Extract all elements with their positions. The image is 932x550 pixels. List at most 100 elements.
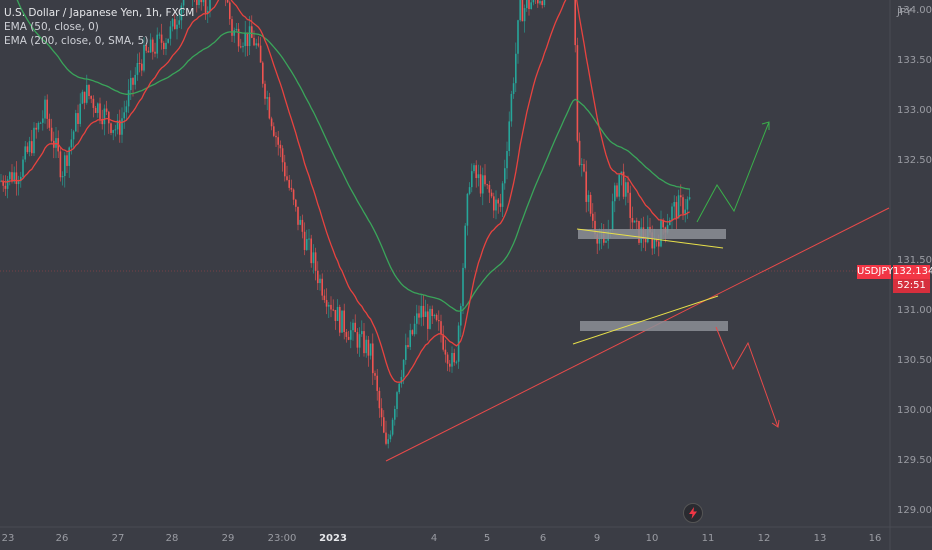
candle-body (688, 197, 691, 200)
candle-body (402, 359, 405, 377)
candle-body (633, 220, 636, 223)
candle-body (442, 334, 444, 350)
candle-body (361, 331, 363, 335)
candle-body (92, 98, 95, 108)
candle-body (266, 97, 268, 99)
candle-body (136, 63, 139, 75)
alert-button[interactable] (683, 503, 703, 523)
candle-body (655, 239, 658, 242)
candle-body (130, 78, 132, 91)
candle-body (490, 192, 493, 197)
candle-body (182, 0, 185, 6)
candle-body (336, 306, 339, 321)
candle-body (622, 171, 625, 197)
candle-body (435, 314, 438, 321)
candle-body (134, 74, 136, 85)
candle-body (202, 0, 205, 3)
candle-body (526, 0, 528, 9)
candle-body (493, 196, 495, 211)
candle-body (495, 199, 497, 211)
candle-body (506, 151, 508, 169)
candle-body (671, 206, 673, 220)
candle-body (253, 37, 255, 46)
candle-body (422, 305, 425, 317)
candle-body (149, 39, 152, 53)
candle-body (279, 144, 282, 149)
candle-body (277, 137, 279, 145)
last-price-tag: 132.134 (893, 265, 932, 279)
candle-body (666, 225, 669, 233)
candle-body (145, 44, 147, 51)
candle-body (680, 195, 682, 198)
candle-body (508, 121, 510, 152)
candle-body (389, 434, 392, 440)
ema50-label[interactable]: EMA (50, close, 0) (4, 21, 99, 33)
candle-body (332, 309, 334, 311)
candle-body (275, 135, 277, 138)
currency-unit: JPY (897, 7, 912, 18)
candle-body (99, 103, 101, 119)
candle-body (486, 184, 488, 186)
candle-body (141, 63, 143, 71)
time-tick-label: 23:00 (267, 533, 297, 544)
candle-body (409, 330, 411, 347)
candle-body (321, 278, 323, 296)
candle-body (312, 252, 315, 264)
candle-body (138, 63, 141, 65)
candle-body (237, 28, 240, 47)
candle-body (350, 330, 352, 340)
candle-body (231, 19, 233, 36)
candle-body (345, 332, 348, 337)
candle-body (94, 107, 97, 113)
price-tick-label: 134.000 (897, 5, 932, 16)
candle-body (147, 50, 150, 53)
candle-body (343, 310, 345, 333)
candle-body (446, 354, 449, 364)
candle-body (662, 220, 664, 228)
candle-body (686, 199, 689, 210)
time-tick-label: 13 (813, 533, 827, 544)
candle-body (33, 127, 35, 154)
candle-body (684, 209, 686, 214)
price-tick-label: 131.000 (897, 305, 932, 316)
candle-body (90, 95, 92, 99)
time-tick-label: 6 (539, 533, 547, 544)
candle-body (449, 363, 451, 367)
candle-body (464, 225, 466, 268)
candle-body (68, 147, 70, 166)
candle-body (209, 0, 211, 12)
candle-body (440, 321, 442, 335)
candle-body (618, 174, 620, 197)
candle-body (17, 181, 20, 185)
candle-body (477, 174, 480, 179)
candle-body (616, 185, 618, 197)
candle-body (31, 141, 33, 154)
candle-body (347, 336, 350, 340)
ema50-line (0, 0, 690, 383)
candle-body (143, 44, 145, 71)
candle-body (636, 220, 638, 222)
candle-body (352, 322, 354, 331)
candle-body (196, 0, 198, 6)
candle-body (229, 2, 231, 20)
candle-body (242, 46, 244, 48)
candle-body (207, 11, 209, 14)
candle-body (290, 187, 293, 190)
price-tick-label: 133.500 (897, 55, 932, 66)
candle-body (61, 176, 64, 178)
candle-body (675, 202, 678, 219)
candle-body (127, 90, 130, 107)
candle-body (420, 305, 422, 318)
candle-body (376, 375, 378, 391)
candle-body (482, 175, 484, 194)
candle-body (583, 164, 585, 172)
candle-body (372, 343, 374, 374)
candle-body (418, 313, 420, 318)
candle-body (240, 46, 242, 48)
candle-body (484, 175, 486, 185)
ema200-label[interactable]: EMA (200, close, 0, SMA, 5) (4, 35, 149, 47)
candle-body (26, 146, 29, 153)
candle-body (380, 408, 383, 418)
candle-body (204, 0, 207, 14)
